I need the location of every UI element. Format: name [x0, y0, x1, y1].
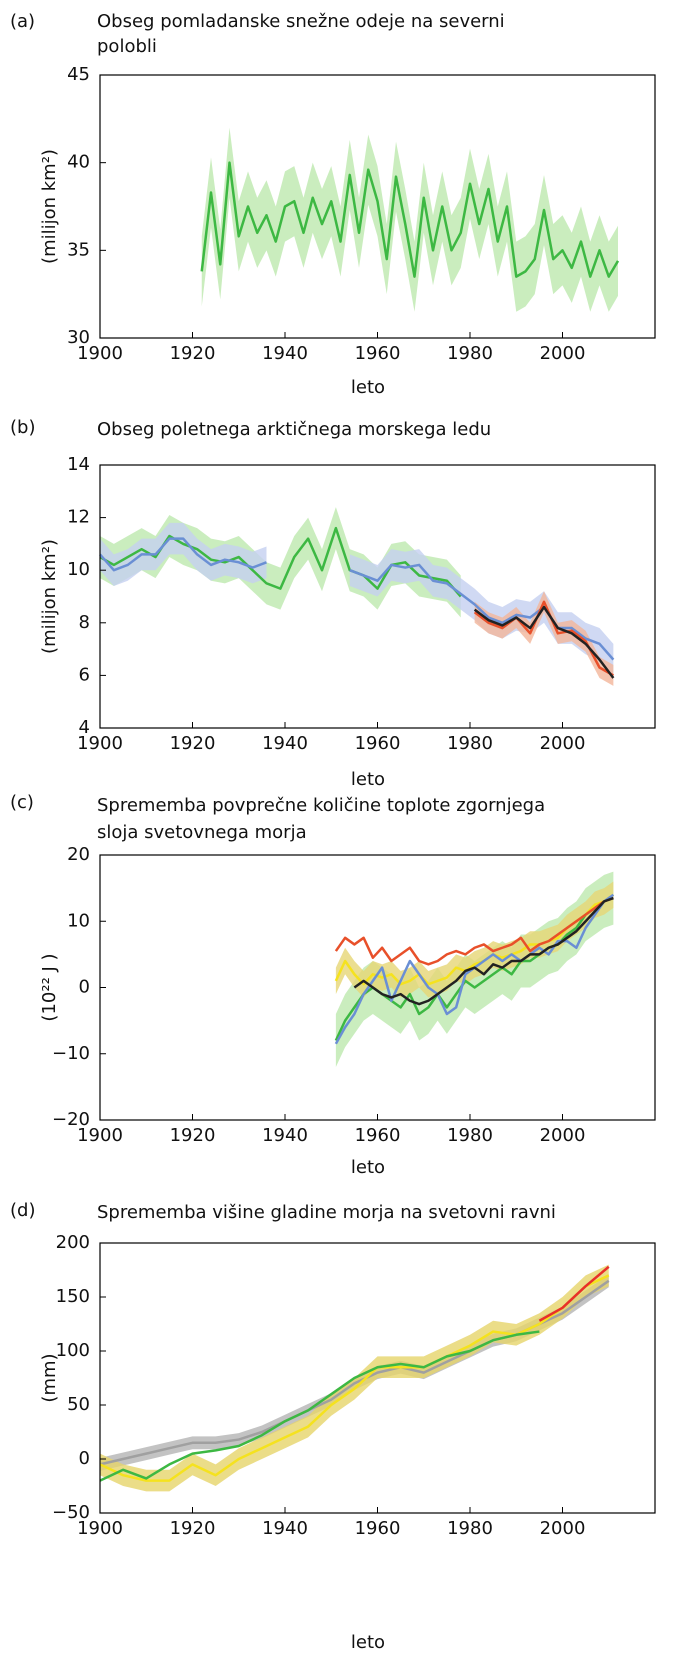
y-tick-label: 6	[79, 664, 90, 685]
chart-title: Sprememba povprečne količine toplote zgo…	[97, 795, 545, 816]
y-tick-label: 50	[67, 1394, 90, 1415]
chart-title: Obseg pomladanske snežne odeje na severn…	[97, 11, 505, 32]
uncertainty-band	[335, 881, 614, 998]
panel-label: (b)	[10, 417, 35, 438]
x-tick-label: 1960	[355, 343, 401, 364]
series-line	[99, 1279, 610, 1466]
x-tick-label: 2000	[540, 733, 586, 754]
x-tick-label: 1920	[170, 343, 216, 364]
x-tick-label: 1920	[170, 1518, 216, 1539]
chart-title: Obseg poletnega arktičnega morskega ledu	[97, 419, 491, 440]
x-tick-label: 1960	[355, 1125, 401, 1146]
y-axis-label: (milijon km²)	[39, 539, 60, 654]
y-tick-label: 150	[56, 1286, 90, 1307]
panel-label: (c)	[10, 792, 34, 813]
series-line	[99, 1330, 540, 1482]
chart-title: polobli	[97, 36, 157, 57]
x-tick-label: 1900	[77, 343, 123, 364]
y-axis-label: (10²² J )	[39, 953, 60, 1021]
x-tick-label: 1940	[262, 733, 308, 754]
x-tick-label: 1900	[77, 1518, 123, 1539]
series-line	[334, 896, 614, 966]
x-tick-label: 1980	[447, 1518, 493, 1539]
x-tick-label: 1940	[262, 1518, 308, 1539]
x-tick-label: 1940	[262, 1125, 308, 1146]
x-tick-label: 1960	[355, 733, 401, 754]
x-tick-label: 2000	[540, 1125, 586, 1146]
y-tick-label: 200	[56, 1232, 90, 1253]
panel-label: (d)	[10, 1200, 35, 1221]
y-tick-label: 0	[79, 977, 90, 998]
y-axis-label: (mm)	[39, 1353, 60, 1402]
series-line	[99, 1274, 610, 1482]
x-axis-label: leto	[351, 377, 385, 398]
y-tick-label: 30	[67, 327, 90, 348]
x-tick-label: 1940	[262, 343, 308, 364]
x-tick-label: 2000	[540, 343, 586, 364]
y-tick-label: 12	[67, 507, 90, 528]
x-axis-label: leto	[351, 1632, 385, 1653]
x-tick-label: 1980	[447, 1125, 493, 1146]
x-tick-label: 1900	[77, 1125, 123, 1146]
y-tick-label: −10	[52, 1043, 90, 1064]
y-tick-label: 45	[67, 64, 90, 85]
y-tick-label: 35	[67, 239, 90, 260]
x-tick-label: 2000	[540, 1518, 586, 1539]
series-line	[200, 161, 620, 278]
series-line	[538, 1265, 610, 1322]
x-axis-label: leto	[351, 769, 385, 790]
y-tick-label: 8	[79, 612, 90, 633]
series-line	[473, 605, 615, 679]
y-tick-label: 10	[67, 910, 90, 931]
y-tick-label: 20	[67, 844, 90, 865]
x-tick-label: 1960	[355, 1518, 401, 1539]
y-tick-label: 4	[79, 717, 90, 738]
x-tick-label: 1980	[447, 343, 493, 364]
x-tick-label: 1900	[77, 733, 123, 754]
y-tick-label: 10	[67, 559, 90, 580]
y-tick-label: −20	[52, 1109, 90, 1130]
y-tick-label: −50	[52, 1502, 90, 1523]
x-tick-label: 1920	[170, 733, 216, 754]
series-line	[353, 896, 614, 1006]
y-tick-label: 14	[67, 454, 90, 475]
uncertainty-band	[474, 591, 614, 686]
y-axis-label: (milijon km²)	[39, 149, 60, 264]
x-axis-label: leto	[351, 1157, 385, 1178]
series-line	[99, 537, 615, 661]
uncertainty-band	[100, 1274, 609, 1471]
y-tick-label: 100	[56, 1340, 90, 1361]
x-tick-label: 1980	[447, 733, 493, 754]
y-tick-label: 40	[67, 152, 90, 173]
chart-title: Sprememba višine gladine morja na svetov…	[97, 1202, 556, 1223]
panel-label: (a)	[10, 11, 35, 32]
x-tick-label: 1920	[170, 1125, 216, 1146]
y-tick-label: 0	[79, 1448, 90, 1469]
chart-title: sloja svetovnega morja	[97, 822, 307, 843]
uncertainty-band	[100, 522, 267, 586]
